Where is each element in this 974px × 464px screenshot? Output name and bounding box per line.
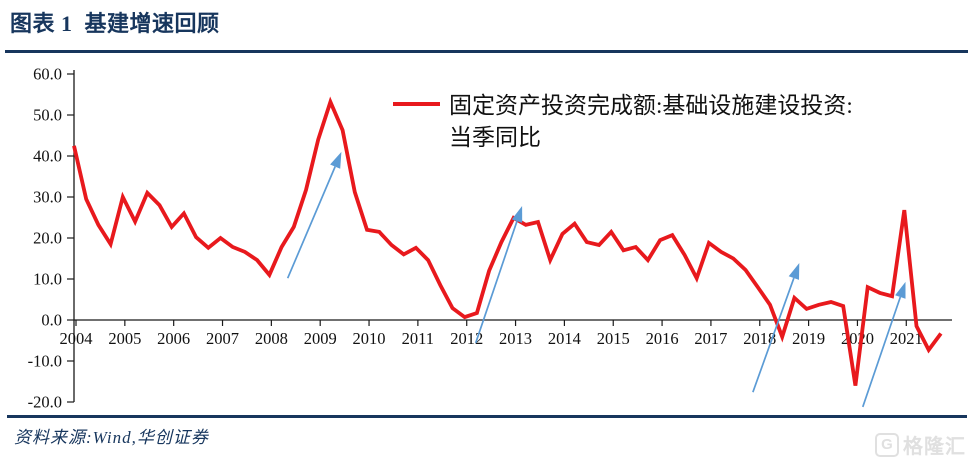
x-tick-label: 2013 [499,329,532,348]
x-tick-label: 2007 [206,329,239,348]
y-axis-labels: 60.0 50.0 40.0 30.0 20.0 10.0 0.0 -10.0 -20.0 [28,65,74,412]
x-tick-label: 2010 [353,329,386,348]
arrow-head-icon [788,263,800,280]
arrow-shaft [286,166,336,279]
bottom-divider [7,415,967,418]
x-tick-label: 2005 [108,329,141,348]
arrow-shaft [752,277,795,393]
arrow-shaft [861,296,902,408]
y-tick-label: -20.0 [28,393,62,412]
x-tick-label: 2006 [157,329,190,348]
watermark-logo-icon: G [875,432,899,457]
legend-label: 固定资产投资完成额:基础设施建设投资: 当季同比 [449,90,853,154]
x-tick-label: 2009 [304,329,337,348]
data-line-series [72,96,943,386]
arrow-shaft [474,220,518,344]
y-tick-label: 30.0 [33,188,62,207]
y-tick-label: 60.0 [33,65,62,84]
watermark: G 格隆汇 [875,430,966,459]
y-tick-label: 50.0 [33,106,62,125]
x-tick-label: 2014 [548,329,581,348]
x-tick-label: 2019 [792,329,825,348]
y-tick-label: 10.0 [33,270,62,289]
top-divider [5,50,968,53]
x-tick-label: 2011 [402,329,434,348]
arrow-head-icon [330,151,342,169]
legend-label-line1: 固定资产投资完成额:基础设施建设投资: [449,93,853,118]
x-tick-label: 2018 [743,329,776,348]
page-title: 图表 1 基建增速回顾 [10,11,220,36]
annotation-arrows [286,151,906,408]
x-tick-label: 2015 [597,329,630,348]
y-tick-label: 0.0 [41,311,62,330]
x-tick-label: 2008 [255,329,288,348]
y-tick-label: 20.0 [33,229,62,248]
source-text: 资料来源:Wind,华创证券 [14,428,209,447]
x-axis-labels: 2004 2005 2006 2007 2008 2009 2010 2011 2012 2013… [60,320,923,348]
y-tick-label: 40.0 [33,147,62,166]
axes [73,70,952,402]
x-tick-label: 2021 [890,329,923,348]
arrow-head-icon [511,206,523,223]
x-tick-label: 2004 [60,329,93,348]
legend-label-line2: 当季同比 [449,125,541,151]
x-tick-label: 2017 [694,329,727,348]
legend-line-marker [393,102,440,106]
watermark-text: 格隆汇 [903,436,966,458]
x-tick-label: 2012 [450,329,483,348]
y-tick-label: -10.0 [28,352,62,371]
arrow-head-icon [895,281,906,299]
x-tick-label: 2016 [646,329,679,348]
chart-legend: 固定资产投资完成额:基础设施建设投资: 当季同比 [393,90,853,154]
